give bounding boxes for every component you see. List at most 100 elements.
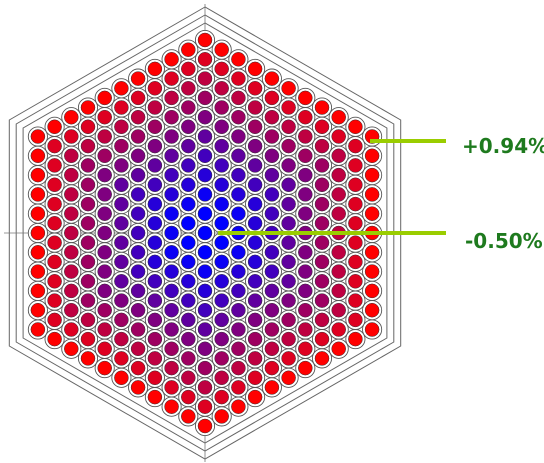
fuel-rod-pellet [164, 380, 179, 395]
fuel-rod-pellet [247, 293, 263, 308]
fuel-rod-pellet [30, 187, 46, 202]
fuel-rod-pellet [231, 399, 246, 414]
fuel-rod [345, 290, 366, 311]
fuel-rod-pellet [197, 399, 213, 414]
fuel-rod-pellet [97, 322, 112, 337]
fuel-rod-pellet [247, 119, 263, 135]
fuel-rod-pellet [130, 148, 146, 164]
fuel-rod [161, 222, 182, 244]
fuel-rod-pellet [147, 351, 163, 366]
fuel-rod-pellet [214, 370, 229, 386]
fuel-rod-pellet [314, 216, 330, 231]
fuel-rod [311, 136, 333, 157]
fuel-rod-pellet [147, 138, 163, 154]
fuel-rod [295, 165, 316, 186]
fuel-rod [111, 232, 132, 253]
fuel-rod-pellet [298, 245, 313, 260]
fuel-rod-pellet [281, 100, 296, 115]
fuel-rod [311, 232, 333, 253]
fuel-rod-pellet [298, 264, 313, 279]
fuel-rod-pellet [364, 283, 380, 299]
fuel-rod-pellet [97, 245, 112, 260]
fuel-rod-pellet [181, 312, 196, 328]
fuel-rod-pellet [181, 216, 196, 231]
fuel-rod [245, 309, 266, 330]
fuel-rod-pellet [181, 254, 196, 270]
fuel-rod-pellet [247, 312, 263, 328]
fuel-rod-pellet [47, 331, 62, 347]
fuel-rod [211, 329, 232, 350]
fuel-rod-pellet [47, 196, 62, 212]
fuel-rod [178, 348, 199, 369]
fuel-rod [61, 184, 82, 205]
fuel-rod-pellet [331, 341, 346, 357]
fuel-rod-pellet [281, 235, 296, 250]
fuel-rod-pellet [214, 196, 229, 212]
fuel-rod-pellet [181, 177, 196, 193]
fuel-rod [77, 348, 99, 369]
fuel-rod-pellet [147, 254, 163, 270]
fuel-rod-pellet [147, 61, 163, 77]
fuel-rod-pellet [231, 129, 246, 144]
fuel-rod [211, 78, 232, 99]
fuel-rod [44, 213, 65, 234]
fuel-rod [228, 49, 249, 70]
fuel-rod-pellet [181, 61, 196, 77]
fuel-rod-pellet [181, 100, 196, 115]
fuel-rod [295, 126, 316, 147]
fuel-rod [111, 271, 132, 292]
fuel-rod-pellet [264, 264, 280, 279]
fuel-rod [44, 309, 65, 330]
fuel-rod-pellet [130, 109, 146, 125]
fuel-rod-pellet [64, 206, 79, 221]
fuel-rod [245, 136, 266, 157]
fuel-rod [311, 116, 333, 137]
fuel-rod [211, 174, 232, 195]
fuel-rod-pellet [164, 302, 179, 318]
fuel-rod [328, 261, 349, 282]
fuel-rod-pellet [214, 351, 229, 366]
fuel-rod-pellet [231, 380, 246, 395]
fuel-rod [111, 290, 132, 311]
fuel-rod [94, 145, 115, 166]
fuel-rod-pellet [197, 380, 213, 395]
fuel-rod [211, 97, 232, 118]
fuel-rod [27, 184, 48, 205]
fuel-rod [345, 136, 366, 157]
fuel-rod [128, 377, 149, 398]
fuel-rod-pellet [364, 167, 380, 183]
fuel-rod [128, 358, 149, 379]
fuel-rod [345, 232, 366, 253]
fuel-rod-pellet [181, 389, 196, 405]
fuel-rod [295, 300, 316, 321]
fuel-rod-pellet [247, 158, 263, 173]
fuel-rod [161, 242, 182, 263]
fuel-rod-pellet [298, 283, 313, 299]
fuel-rod [328, 280, 349, 301]
fuel-rod-pellet [264, 109, 280, 125]
fuel-rod-pellet [197, 129, 213, 144]
fuel-rod-pellet [197, 187, 213, 202]
fuel-rod-pellet [130, 360, 146, 376]
fuel-rod [128, 87, 149, 108]
fuel-rod [44, 116, 65, 137]
fuel-rod [311, 251, 333, 272]
fuel-rod-pellet [314, 235, 330, 250]
fuel-rod [228, 68, 249, 89]
fuel-rod-pellet [80, 254, 96, 270]
fuel-rod-pellet [298, 129, 313, 144]
fuel-rod-pellet [231, 206, 246, 221]
fuel-rod [345, 155, 366, 176]
fuel-rod [94, 107, 115, 128]
fuel-rod-pellet [181, 81, 196, 96]
fuel-rod-pellet [231, 341, 246, 357]
fuel-rod [194, 415, 216, 437]
fuel-rod-pellet [47, 119, 62, 135]
fuel-rod [245, 329, 266, 350]
fuel-rod-pellet [64, 167, 79, 183]
fuel-rod-pellet [281, 138, 296, 154]
fuel-rod [211, 39, 232, 60]
fuel-rod [211, 213, 232, 234]
fuel-rod-pellet [197, 322, 213, 337]
fuel-rod-pellet [348, 235, 363, 250]
